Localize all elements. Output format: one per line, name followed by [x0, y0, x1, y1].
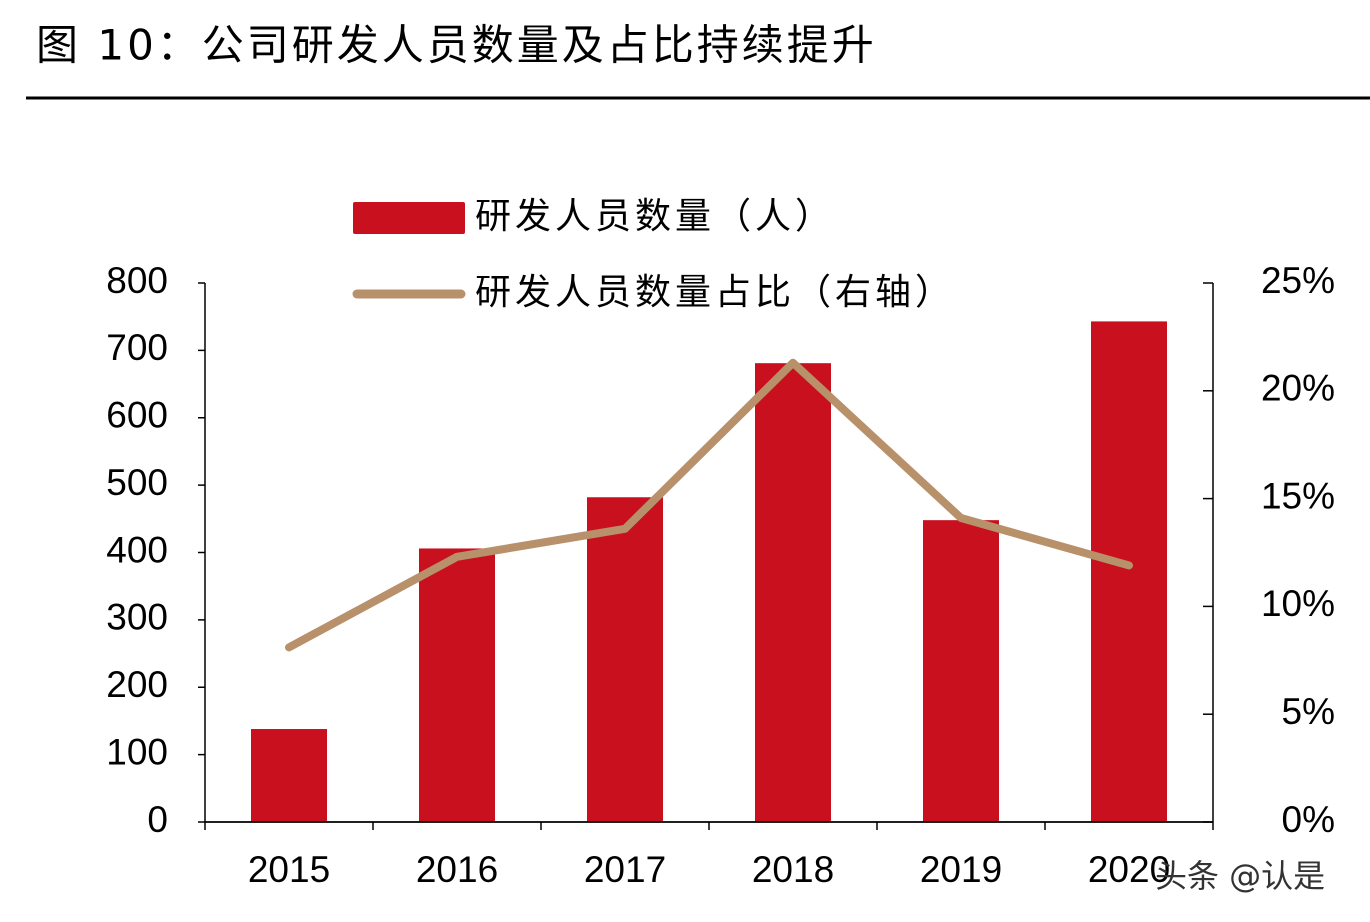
x-tick-label: 2017	[584, 849, 666, 890]
legend-label: 研发人员数量占比（右轴）	[475, 272, 955, 313]
y-tick-label: 400	[106, 529, 168, 570]
line	[285, 358, 1133, 652]
x-tick-label: 2019	[920, 849, 1002, 890]
y2-tick-label: 20%	[1261, 368, 1335, 409]
watermark: 头条 @认是	[1155, 857, 1325, 895]
x-tick-label: 2016	[416, 849, 498, 890]
y2-tick-label: 0%	[1282, 799, 1335, 840]
y-tick-label: 0	[147, 799, 168, 840]
figure-title: 图 10：公司研发人员数量及占比持续提升	[36, 21, 877, 70]
x-tick-label: 2015	[248, 849, 330, 890]
y2-tick-label: 15%	[1261, 475, 1335, 516]
bar	[755, 363, 831, 822]
y2-tick-label: 10%	[1261, 583, 1335, 624]
x-tick-label: 2020	[1088, 849, 1170, 890]
y2-tick-label: 5%	[1282, 691, 1335, 732]
y-tick-label: 800	[106, 260, 168, 301]
y-tick-label: 700	[106, 327, 168, 368]
y-tick-label: 300	[106, 597, 168, 638]
y-tick-label: 100	[106, 731, 168, 772]
y-tick-label: 600	[106, 395, 168, 436]
y-tick-label: 200	[106, 664, 168, 705]
y2-tick-label: 25%	[1261, 260, 1335, 301]
bar	[1091, 321, 1167, 822]
bar	[587, 497, 663, 822]
bar	[923, 520, 999, 822]
y-tick-label: 500	[106, 462, 168, 503]
bar	[251, 729, 327, 822]
legend-swatch	[353, 202, 465, 234]
legend-label: 研发人员数量（人）	[475, 196, 835, 237]
x-tick-label: 2018	[752, 849, 834, 890]
bar	[419, 548, 495, 822]
